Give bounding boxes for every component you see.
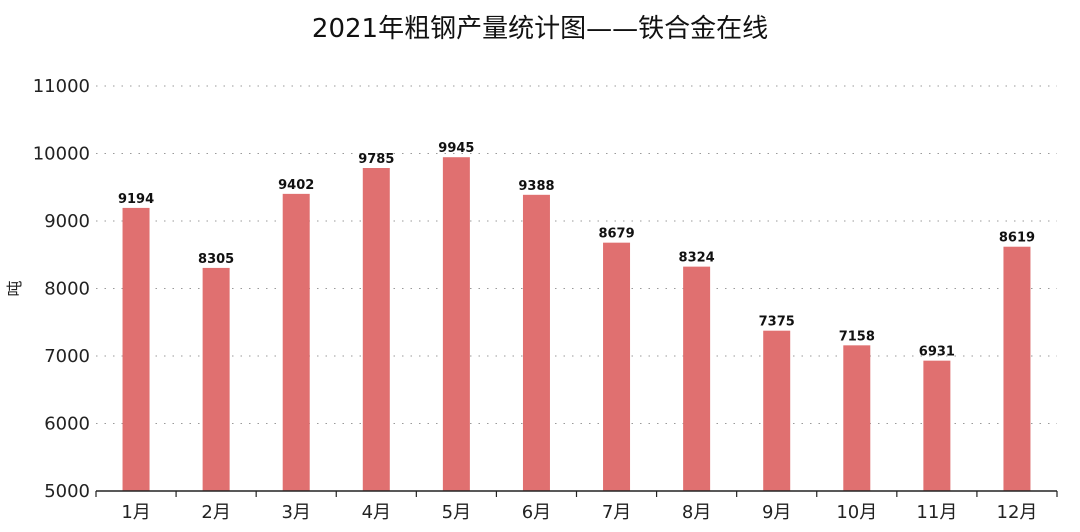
- data-label: 9785: [358, 152, 394, 167]
- x-tick-label: 3月: [281, 502, 310, 523]
- y-axis-label: 吨: [5, 280, 24, 296]
- data-label: 9402: [278, 178, 314, 193]
- y-tick-label: 6000: [44, 414, 90, 435]
- y-tick-label: 9000: [44, 211, 90, 232]
- data-label: 8679: [598, 227, 634, 242]
- x-tick-label: 11月: [916, 502, 957, 523]
- bar: [603, 242, 631, 491]
- x-tick-label: 5月: [442, 502, 471, 523]
- bar: [202, 267, 230, 491]
- bars: 9194 8305 9402 9785 9945 9388 8679 8324 7375 7158…: [118, 141, 1035, 492]
- data-label: 8619: [999, 231, 1035, 246]
- x-tick-label: 9月: [762, 502, 791, 523]
- x-tick-label: 2月: [201, 502, 230, 523]
- bar: [282, 193, 310, 492]
- x-tick-label: 1月: [121, 502, 150, 523]
- data-label: 8305: [198, 252, 234, 267]
- chart-title: 2021年粗钢产量统计图——铁合金在线: [311, 14, 769, 44]
- gridlines: [96, 85, 1057, 424]
- x-tick-label: 6月: [522, 502, 551, 523]
- bar: [683, 266, 711, 491]
- bar: [1003, 246, 1031, 491]
- bar: [122, 207, 150, 491]
- x-tick-label: 7月: [602, 502, 631, 523]
- bar: [362, 168, 390, 491]
- y-tick-label: 8000: [44, 279, 90, 300]
- data-label: 8324: [679, 251, 715, 266]
- bar: [442, 157, 470, 491]
- y-tick-label: 11000: [33, 76, 90, 97]
- bar: [923, 360, 951, 491]
- data-label: 9194: [118, 192, 154, 207]
- x-tick-label: 12月: [997, 502, 1038, 523]
- x-tick-label: 4月: [362, 502, 391, 523]
- bar: [522, 194, 550, 491]
- y-tick-label: 7000: [44, 346, 90, 367]
- data-label: 9945: [438, 141, 474, 156]
- data-label: 7375: [759, 315, 795, 330]
- bar: [843, 345, 871, 491]
- x-tick-label: 10月: [836, 502, 877, 523]
- y-tick-label: 5000: [44, 481, 90, 502]
- axes: 5000 6000 7000 8000 9000 10000 11000 1月 2月 3月 4月 5月…: [33, 76, 1058, 523]
- data-label: 9388: [518, 179, 554, 194]
- y-tick-label: 10000: [33, 144, 90, 165]
- data-label: 6931: [919, 345, 955, 360]
- bar: [763, 330, 791, 491]
- x-tick-label: 8月: [682, 502, 711, 523]
- data-label: 7158: [839, 329, 875, 344]
